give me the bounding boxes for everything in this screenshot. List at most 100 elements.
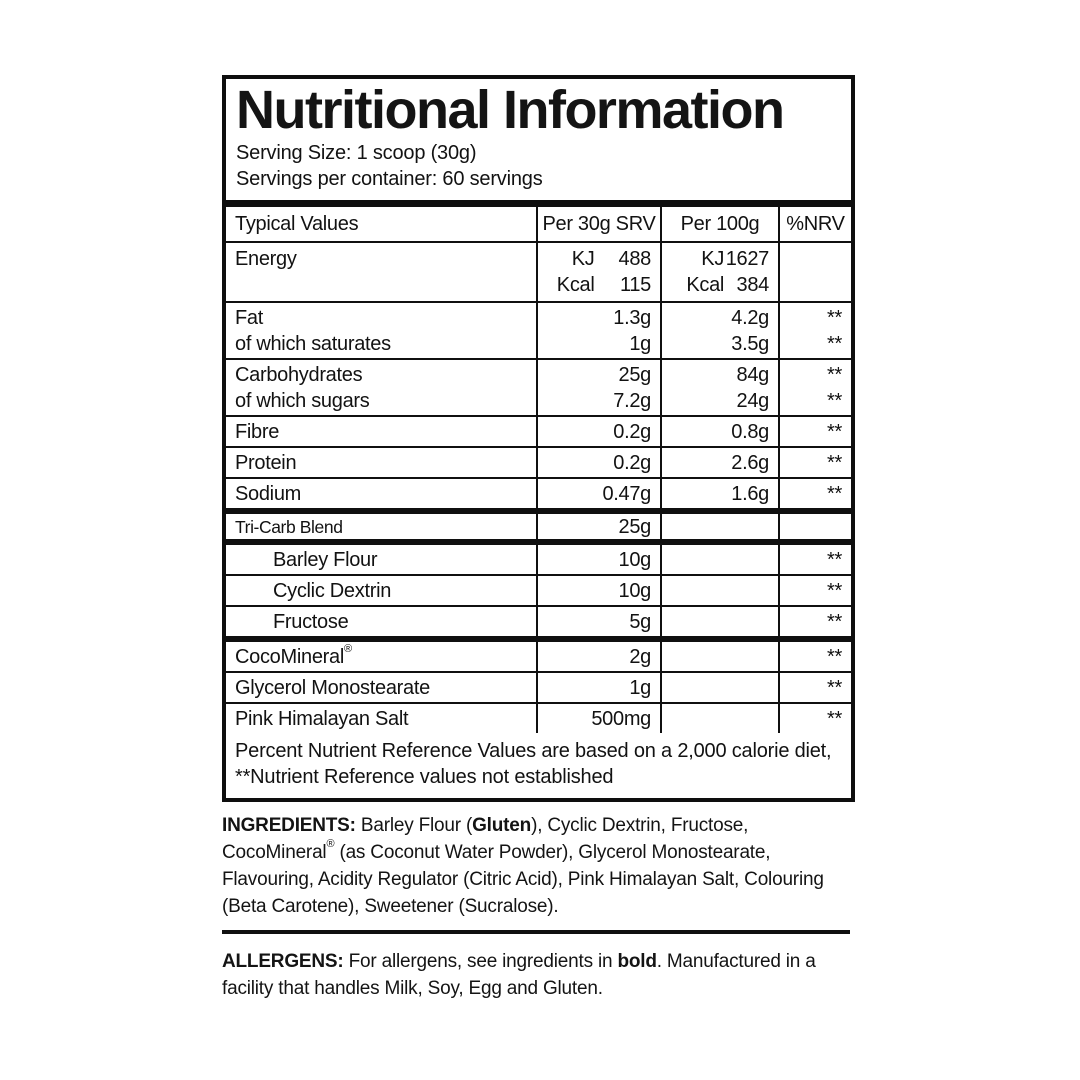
cell-text: 1.3g [613,306,651,329]
cell-text: ** [827,451,842,474]
per-srv-value: KJ 488 Kcal 115 [538,243,662,302]
energy-100g-kcal-unit: Kcal [686,274,725,297]
cell-text: ** [827,548,842,571]
cell-text: Fat [235,306,263,329]
cell-text: 7.2g [613,389,651,412]
row-label: Pink Himalayan Salt [226,704,538,734]
energy-srv-kcal-unit: Kcal [556,274,595,297]
label-header: Nutritional Information Serving Size: 1 … [226,79,851,208]
cell-text: 0.2g [613,451,651,474]
cell-text: 24g [736,389,770,412]
cell-text: ** [827,579,842,602]
header-per-30g-srv: Per 30g SRV [538,207,662,242]
cell-text: Barley Flour [273,548,378,571]
energy-100g-kj: KJ 1627 [662,246,769,272]
cell-text: 0.8g [731,420,769,443]
energy-100g-kj-unit: KJ [701,248,725,271]
nrv-value: ** [780,576,851,605]
table-row: Pink Himalayan Salt 500mg ** [226,704,851,734]
per-100g-value: 2.6g [662,448,780,478]
energy-srv-kj-value: 488 [618,248,652,271]
nrv-value: ** [780,607,851,636]
servings-per-container: Servings per container: 60 servings [236,168,543,191]
energy-100g-kcal-value: 384 [736,274,770,297]
table-row: Cyclic Dextrin 10g ** [226,576,851,608]
cell-text: 84g [736,363,770,386]
row-label: Barley Flour [226,545,538,575]
cell-text: Pink Himalayan Salt [235,707,409,730]
table-header-row: Typical Values Per 30g SRV Per 100g %NRV [226,207,851,244]
cell-text: ** [827,306,842,329]
per-srv-value: 0.2g [538,417,662,447]
label-title: Nutritional Information [236,80,785,140]
footnote-line-2: **Nutrient Reference values not establis… [235,766,614,789]
per-100g-value [662,576,780,606]
cell-text: 10g [618,579,652,602]
text-segment: bold [617,951,657,972]
ingredients-text: Barley Flour (Gluten), Cyclic Dextrin, F… [222,815,824,917]
nrv-value: ** [780,448,851,477]
nrv-value: ** ** [780,360,851,415]
nrv-value: ** [780,642,851,671]
cell-text: ** [827,363,842,386]
per-100g-value [662,545,780,575]
cell-text: 500mg [591,707,651,730]
allergens-text: For allergens, see ingredients in bold. … [222,951,816,999]
per-100g-value [662,607,780,637]
table-row: Barley Flour 10g ** [226,545,851,577]
nutrition-label: Nutritional Information Serving Size: 1 … [222,75,855,803]
cell-text: 1g [629,332,651,355]
nrv-value: ** [780,417,851,446]
row-label: Fat of which saturates [226,303,538,359]
cell-text: 0.2g [613,420,651,443]
cell-text: 0.47g [602,482,651,505]
per-100g-value: 1.6g [662,479,780,509]
table-row: Carbohydrates of which sugars 25g 7.2g 84g 24… [226,360,851,418]
per-100g-value: 4.2g 3.5g [662,303,780,359]
cell-text: CocoMineral® [235,642,352,668]
cell-text: Sodium [235,482,302,505]
nrv-value [780,514,851,539]
per-100g-value: KJ 1627 Kcal 384 [662,243,780,302]
cell-text: Tri-Carb Blend [235,516,343,537]
nrv-value: ** [780,704,851,733]
per-srv-value: 10g [538,576,662,606]
cell-text: 5g [629,610,651,633]
table-row: Tri-Carb Blend 25g [226,514,851,546]
cell-text: Fructose [273,610,349,633]
cell-text: ** [827,389,842,412]
serving-size: Serving Size: 1 scoop (30g) [236,142,477,165]
row-label: Fructose [226,607,538,637]
energy-row: Energy KJ 488 Kcal 115 KJ 1627 Kcal [226,243,851,304]
per-100g-value [662,673,780,703]
text-segment: ), Cyclic Dextrin, Fructose, CocoMineral… [222,815,824,917]
row-label: Fibre [226,417,538,447]
text-segment: . Manufactured in a facility that handle… [222,951,816,999]
cell-text: ** [827,707,842,730]
ingredients-paragraph: INGREDIENTS: Barley Flour (Gluten), Cycl… [222,812,858,920]
text-segment: Gluten [472,815,532,836]
per-srv-value: 5g [538,607,662,637]
table-body: Fat of which saturates 1.3g 1g 4.2g 3.5g ** ** C… [226,303,851,734]
cell-text: Carbohydrates [235,363,363,386]
ingredients-heading: INGREDIENTS: [222,815,356,836]
table-row: Protein 0.2g 2.6g ** [226,448,851,480]
cell-text: ** [827,420,842,443]
row-label: CocoMineral® [226,642,538,672]
table-row: Sodium 0.47g 1.6g ** [226,479,851,515]
row-label: Glycerol Monostearate [226,673,538,703]
header-typical-values: Typical Values [226,207,538,242]
cell-text: ** [827,332,842,355]
allergens-heading: ALLERGENS: [222,951,344,972]
per-srv-value: 25g 7.2g [538,360,662,416]
cell-text: ** [827,676,842,699]
row-label: Sodium [226,479,538,509]
cell-text: 25g [618,515,652,538]
allergens-paragraph: ALLERGENS: For allergens, see ingredient… [222,948,858,1002]
cell-text: ** [827,645,842,668]
per-100g-value: 0.8g [662,417,780,447]
cell-text: ** [827,482,842,505]
table-row: Glycerol Monostearate 1g ** [226,673,851,705]
cell-text: ** [827,610,842,633]
